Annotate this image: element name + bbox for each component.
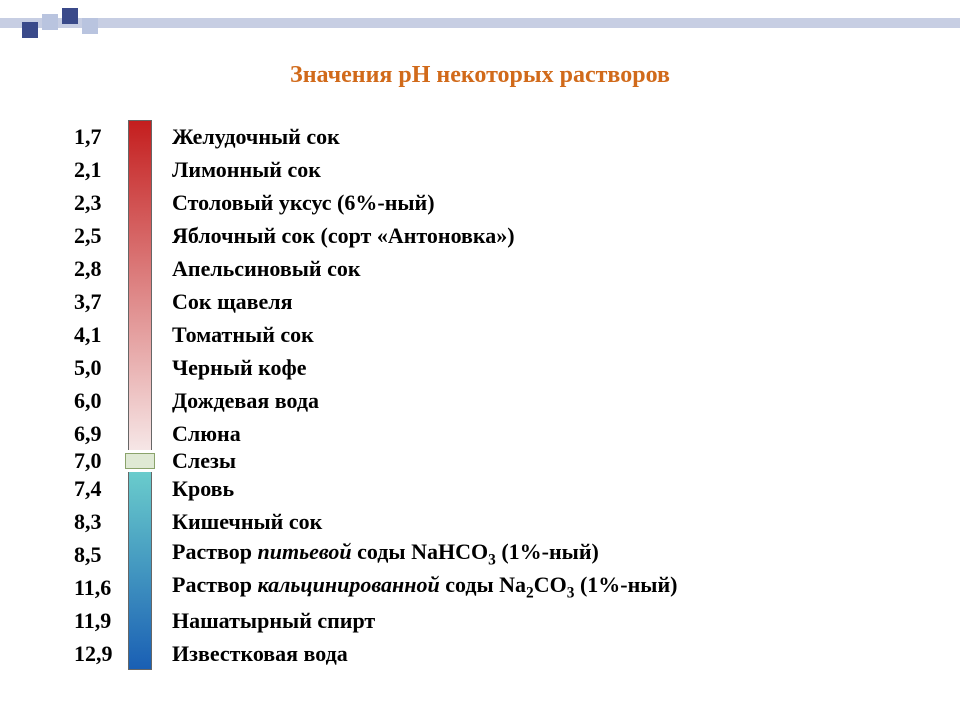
topbar-square xyxy=(22,22,38,38)
ph-value: 5,0 xyxy=(74,355,124,381)
ph-value: 6,9 xyxy=(74,421,124,447)
ph-bar-segment xyxy=(128,417,152,450)
ph-bar-cell xyxy=(124,120,156,153)
ph-value: 7,4 xyxy=(74,476,124,502)
table-row: 2,1 Лимонный сок xyxy=(74,153,920,186)
page-title: Значения рН некоторых растворов xyxy=(0,62,960,89)
ph-value: 1,7 xyxy=(74,124,124,150)
solution-label: Слезы xyxy=(156,448,236,474)
table-row: 5,0 Черный кофе xyxy=(74,351,920,384)
ph-value: 11,9 xyxy=(74,608,124,634)
ph-bar-segment xyxy=(128,285,152,318)
topbar-stripe xyxy=(0,18,960,28)
ph-bar-segment xyxy=(128,637,152,670)
table-row: 7,4 Кровь xyxy=(74,472,920,505)
ph-value: 4,1 xyxy=(74,322,124,348)
ph-bar-cell xyxy=(124,219,156,252)
ph-value: 7,0 xyxy=(74,448,124,474)
ph-bar-cell xyxy=(124,318,156,351)
ph-value: 3,7 xyxy=(74,289,124,315)
ph-bar-cell xyxy=(124,472,156,505)
ph-value: 2,3 xyxy=(74,190,124,216)
table-row: 2,3 Столовый уксус (6%-ный) xyxy=(74,186,920,219)
ph-bar-segment xyxy=(128,219,152,252)
solution-label: Желудочный сок xyxy=(156,124,340,150)
ph-bar-cell xyxy=(124,637,156,670)
table-row: 2,5 Яблочный сок (сорт «Антоновка») xyxy=(74,219,920,252)
ph-bar-cell xyxy=(124,252,156,285)
ph-bar-cell xyxy=(124,186,156,219)
table-row: 2,8 Апельсиновый сок xyxy=(74,252,920,285)
table-row: 8,3 Кишечный сок xyxy=(74,505,920,538)
solution-label: Кишечный сок xyxy=(156,509,322,535)
ph-bar-segment xyxy=(128,351,152,384)
ph-value: 2,1 xyxy=(74,157,124,183)
table-row: 6,9 Слюна xyxy=(74,417,920,450)
ph-bar-segment xyxy=(128,153,152,186)
ph-value: 11,6 xyxy=(74,575,124,601)
solution-label: Столовый уксус (6%-ный) xyxy=(156,190,435,216)
ph-value: 12,9 xyxy=(74,641,124,667)
solution-label: Апельсиновый сок xyxy=(156,256,361,282)
topbar-square xyxy=(82,18,98,34)
ph-bar-segment xyxy=(128,538,152,571)
ph-bar-cell xyxy=(124,351,156,384)
ph-bar-segment xyxy=(128,120,152,153)
ph-bar-segment xyxy=(128,472,152,505)
solution-label: Слюна xyxy=(156,421,241,447)
topbar-square xyxy=(42,14,58,30)
ph-value: 6,0 xyxy=(74,388,124,414)
ph-bar-cell xyxy=(124,384,156,417)
solution-label: Дождевая вода xyxy=(156,388,319,414)
ph-value: 8,3 xyxy=(74,509,124,535)
solution-label: Томатный сок xyxy=(156,322,314,348)
table-row: 3,7 Сок щавеля xyxy=(74,285,920,318)
slide-top-decoration xyxy=(0,0,960,48)
table-row: 6,0 Дождевая вода xyxy=(74,384,920,417)
solution-label: Кровь xyxy=(156,476,234,502)
ph-bar-segment xyxy=(125,453,155,469)
table-row: 7,0 Слезы xyxy=(74,450,920,472)
ph-bar-segment xyxy=(128,604,152,637)
table-row: 12,9 Известковая вода xyxy=(74,637,920,670)
ph-bar-segment xyxy=(128,252,152,285)
ph-bar-segment xyxy=(128,384,152,417)
ph-bar-segment xyxy=(128,186,152,219)
ph-bar-cell xyxy=(124,604,156,637)
topbar-squares xyxy=(22,8,98,38)
ph-bar-cell xyxy=(124,153,156,186)
ph-bar-cell xyxy=(124,505,156,538)
table-row: 11,6 Раствор кальцинированной соды Na2CO3… xyxy=(74,571,920,604)
ph-bar-cell xyxy=(124,285,156,318)
solution-label: Раствор питьевой соды NaHCO3 (1%-ный) xyxy=(156,539,599,569)
ph-bar-cell xyxy=(124,571,156,604)
table-row: 1,7 Желудочный сок xyxy=(74,120,920,153)
ph-bar-segment xyxy=(128,571,152,604)
table-row: 4,1 Томатный сок xyxy=(74,318,920,351)
solution-label: Раствор кальцинированной соды Na2CO3 (1%… xyxy=(156,572,677,602)
ph-bar-segment xyxy=(128,505,152,538)
solution-label: Сок щавеля xyxy=(156,289,293,315)
ph-bar-segment xyxy=(128,318,152,351)
ph-value: 2,8 xyxy=(74,256,124,282)
ph-table: 1,7 Желудочный сок 2,1 Лимонный сок 2,3 Столо… xyxy=(74,120,920,700)
ph-value: 2,5 xyxy=(74,223,124,249)
ph-bar-cell xyxy=(124,450,156,472)
ph-bar-cell xyxy=(124,417,156,450)
table-row: 8,5 Раствор питьевой соды NaHCO3 (1%-ный) xyxy=(74,538,920,571)
solution-label: Черный кофе xyxy=(156,355,307,381)
solution-label: Лимонный сок xyxy=(156,157,321,183)
ph-bar-cell xyxy=(124,538,156,571)
solution-label: Яблочный сок (сорт «Антоновка») xyxy=(156,223,515,249)
solution-label: Нашатырный спирт xyxy=(156,608,375,634)
topbar-square xyxy=(62,8,78,24)
ph-value: 8,5 xyxy=(74,542,124,568)
table-row: 11,9 Нашатырный спирт xyxy=(74,604,920,637)
solution-label: Известковая вода xyxy=(156,641,348,667)
